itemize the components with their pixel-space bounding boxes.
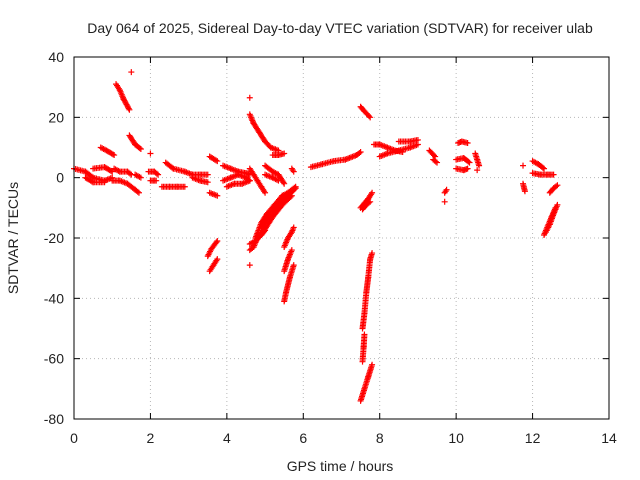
data-point (153, 170, 160, 177)
data-point (520, 162, 527, 169)
x-tick-label: 2 (147, 430, 155, 446)
data-point (204, 179, 211, 186)
data-point (213, 239, 220, 246)
x-tick-label: 12 (525, 430, 541, 446)
data-point (550, 171, 557, 178)
data-point (135, 189, 142, 196)
data-point (246, 262, 253, 269)
data-point (476, 162, 483, 169)
y-axis-label: SDTVAR / TECUs (5, 182, 21, 294)
data-point (366, 113, 373, 120)
data-point (213, 157, 220, 164)
x-tick-label: 6 (299, 430, 307, 446)
data-point (361, 331, 368, 338)
data-point (214, 158, 221, 165)
data-point (367, 198, 374, 205)
data-point (134, 188, 141, 195)
data-point (365, 199, 372, 206)
chart-title: Day 064 of 2025, Sidereal Day-to-day VTE… (87, 20, 593, 36)
y-tick-label: -60 (44, 351, 64, 367)
data-point (153, 177, 160, 184)
data-point (291, 186, 298, 193)
data-point (109, 168, 116, 175)
y-tick-label: -80 (44, 411, 64, 427)
data-point (204, 171, 211, 178)
x-axis-label: GPS time / hours (287, 458, 394, 474)
data-point (147, 150, 154, 157)
data-point (539, 164, 546, 171)
data-point (246, 94, 253, 101)
data-point (214, 256, 221, 263)
data-point (369, 361, 376, 368)
y-tick-label: 0 (56, 170, 64, 186)
data-point (292, 185, 299, 192)
data-point (262, 189, 269, 196)
data-point (414, 136, 421, 143)
data-point (521, 188, 528, 195)
x-tick-label: 4 (223, 430, 231, 446)
data-point (214, 192, 221, 199)
x-tick-label: 0 (70, 430, 78, 446)
data-point (214, 238, 221, 245)
data-point (127, 170, 134, 177)
data-point (111, 152, 118, 159)
x-axis-ticks: 0 2 4 6 8 10 12 14 (70, 57, 617, 446)
data-point (246, 177, 253, 184)
data-point (369, 250, 376, 257)
data-point (101, 179, 108, 186)
data-point (290, 262, 297, 269)
data-point (281, 150, 288, 157)
data-point (432, 153, 439, 160)
y-tick-label: -20 (44, 230, 64, 246)
data-point (554, 182, 561, 189)
data-point (432, 158, 439, 165)
data-point (465, 158, 472, 165)
data-point (107, 167, 114, 174)
x-tick-label: 8 (376, 430, 384, 446)
data-point (430, 152, 437, 159)
data-point (466, 159, 473, 166)
data-point (88, 178, 95, 185)
data-point (443, 186, 450, 193)
data-point (367, 114, 374, 121)
data-point (464, 165, 471, 172)
data-point (290, 224, 297, 231)
data-point (290, 168, 297, 175)
data-point (464, 139, 471, 146)
x-tick-label: 14 (601, 430, 617, 446)
data-point (357, 149, 364, 156)
data-point (125, 105, 132, 112)
y-tick-label: -40 (44, 290, 64, 306)
data-point (541, 165, 548, 172)
data-point (434, 159, 441, 166)
y-tick-label: 20 (48, 109, 64, 125)
y-axis-ticks: -80 -60 -40 -20 0 20 40 (44, 49, 609, 427)
data-point (126, 106, 133, 113)
data-points (71, 69, 561, 404)
data-point (288, 247, 295, 254)
data-point (280, 179, 287, 186)
data-point (281, 180, 288, 187)
grid-lines (74, 57, 609, 419)
data-point (369, 189, 376, 196)
data-point (136, 145, 143, 152)
data-point (553, 183, 560, 190)
data-point (356, 150, 363, 157)
data-point (181, 183, 188, 190)
data-point (474, 167, 481, 174)
data-point (137, 146, 144, 153)
data-point (441, 198, 448, 205)
data-point (128, 69, 135, 76)
data-point (554, 201, 561, 208)
y-tick-label: 40 (48, 49, 64, 65)
data-point (109, 151, 116, 158)
data-point (137, 174, 144, 181)
x-tick-label: 10 (448, 430, 464, 446)
data-point (155, 171, 162, 178)
